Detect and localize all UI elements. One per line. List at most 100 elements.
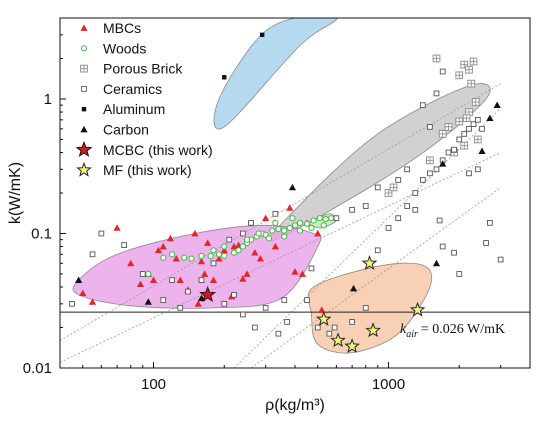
point-3-34 — [456, 136, 463, 143]
point-3-23 — [374, 247, 381, 254]
point-3-19 — [326, 330, 333, 337]
point-7-3 — [361, 255, 378, 270]
point-0-17 — [204, 239, 212, 246]
kair-annotation: kair = 0.026 W/mK — [400, 322, 505, 340]
point-3-36 — [466, 125, 472, 132]
kair-k: k — [400, 322, 407, 337]
point-4-1 — [259, 32, 265, 38]
point-0-15 — [197, 257, 206, 265]
point-2-2 — [460, 60, 469, 69]
point-3-56 — [333, 215, 340, 222]
point-0-2 — [113, 224, 121, 231]
point-3-28 — [420, 177, 426, 183]
point-3-17 — [308, 265, 315, 272]
point-3-29 — [427, 170, 433, 177]
point-0-11 — [176, 276, 184, 284]
point-3-30 — [433, 166, 440, 173]
point-2-17 — [462, 114, 471, 123]
point-3-44 — [395, 177, 402, 183]
point-1-24 — [310, 217, 317, 224]
point-0-0 — [79, 289, 87, 297]
point-0-1 — [88, 298, 97, 305]
point-1-26 — [322, 215, 329, 223]
point-3-45 — [412, 206, 419, 213]
point-3-6 — [169, 277, 175, 283]
point-3-8 — [221, 300, 228, 307]
point-2-0 — [432, 54, 441, 63]
point-5-1 — [144, 298, 152, 305]
point-0-26 — [251, 249, 259, 256]
y-tick-label: 1 — [44, 91, 52, 108]
point-5-8 — [493, 101, 501, 109]
legend-label-1: Woods — [103, 40, 146, 56]
point-1-22 — [296, 219, 304, 226]
point-1-10 — [235, 247, 242, 254]
point-3-40 — [466, 170, 472, 177]
point-0-14 — [194, 300, 202, 307]
legend-marker-3 — [81, 86, 87, 92]
point-1-30 — [296, 227, 304, 234]
legend-label-0: MBCs — [103, 20, 141, 36]
trend-line-2 — [250, 187, 501, 368]
point-3-27 — [412, 190, 419, 196]
series-ceramics — [69, 68, 504, 337]
point-0-10 — [172, 255, 180, 262]
point-0-9 — [166, 234, 175, 242]
point-1-19 — [281, 227, 288, 234]
point-0-7 — [154, 246, 163, 254]
point-3-16 — [304, 297, 310, 303]
point-3-42 — [427, 124, 433, 130]
point-3-20 — [331, 324, 338, 331]
point-1-27 — [328, 215, 335, 222]
point-1-23 — [303, 220, 311, 227]
point-3-52 — [456, 271, 463, 277]
point-2-5 — [467, 79, 476, 88]
series-aluminum — [222, 32, 265, 80]
point-5-6 — [478, 147, 486, 154]
point-0-31 — [298, 270, 306, 277]
legend-label-5: Carbon — [103, 122, 149, 138]
point-7-1 — [330, 332, 346, 348]
legend-label-7: MF (this work) — [103, 162, 192, 178]
point-5-4 — [349, 284, 358, 292]
legend-marker-5 — [80, 125, 88, 133]
point-3-13 — [275, 330, 282, 337]
point-5-3 — [288, 183, 297, 191]
point-3-66 — [439, 68, 446, 75]
point-3-0 — [69, 300, 75, 307]
point-0-18 — [209, 276, 218, 284]
point-7-4 — [365, 322, 381, 338]
region-1 — [267, 83, 491, 242]
point-3-50 — [483, 240, 489, 246]
point-1-8 — [221, 252, 228, 260]
point-3-51 — [497, 256, 504, 263]
point-0-24 — [239, 275, 247, 282]
legend-marker-1 — [80, 45, 88, 52]
point-3-39 — [479, 125, 485, 132]
point-3-47 — [451, 249, 457, 256]
point-2-13 — [426, 156, 434, 165]
legend-marker-6 — [75, 140, 93, 158]
point-1-0 — [145, 270, 152, 278]
point-3-21 — [349, 319, 355, 325]
point-1-32 — [320, 222, 327, 229]
point-0-27 — [256, 255, 265, 262]
point-3-12 — [262, 305, 269, 311]
point-0-28 — [262, 214, 270, 222]
point-3-54 — [374, 184, 381, 191]
point-1-29 — [281, 233, 288, 240]
point-3-7 — [185, 288, 191, 295]
point-7-0 — [315, 311, 332, 326]
axes: 100 1000 0.01 0.1 1 — [23, 17, 531, 393]
point-1-20 — [286, 224, 293, 232]
point-1-35 — [221, 243, 228, 250]
point-3-58 — [248, 219, 254, 226]
point-1-31 — [308, 224, 315, 232]
point-3-63 — [177, 305, 184, 311]
point-0-25 — [243, 270, 251, 277]
point-2-1 — [455, 71, 464, 80]
point-3-46 — [439, 243, 446, 250]
point-3-33 — [451, 146, 457, 153]
